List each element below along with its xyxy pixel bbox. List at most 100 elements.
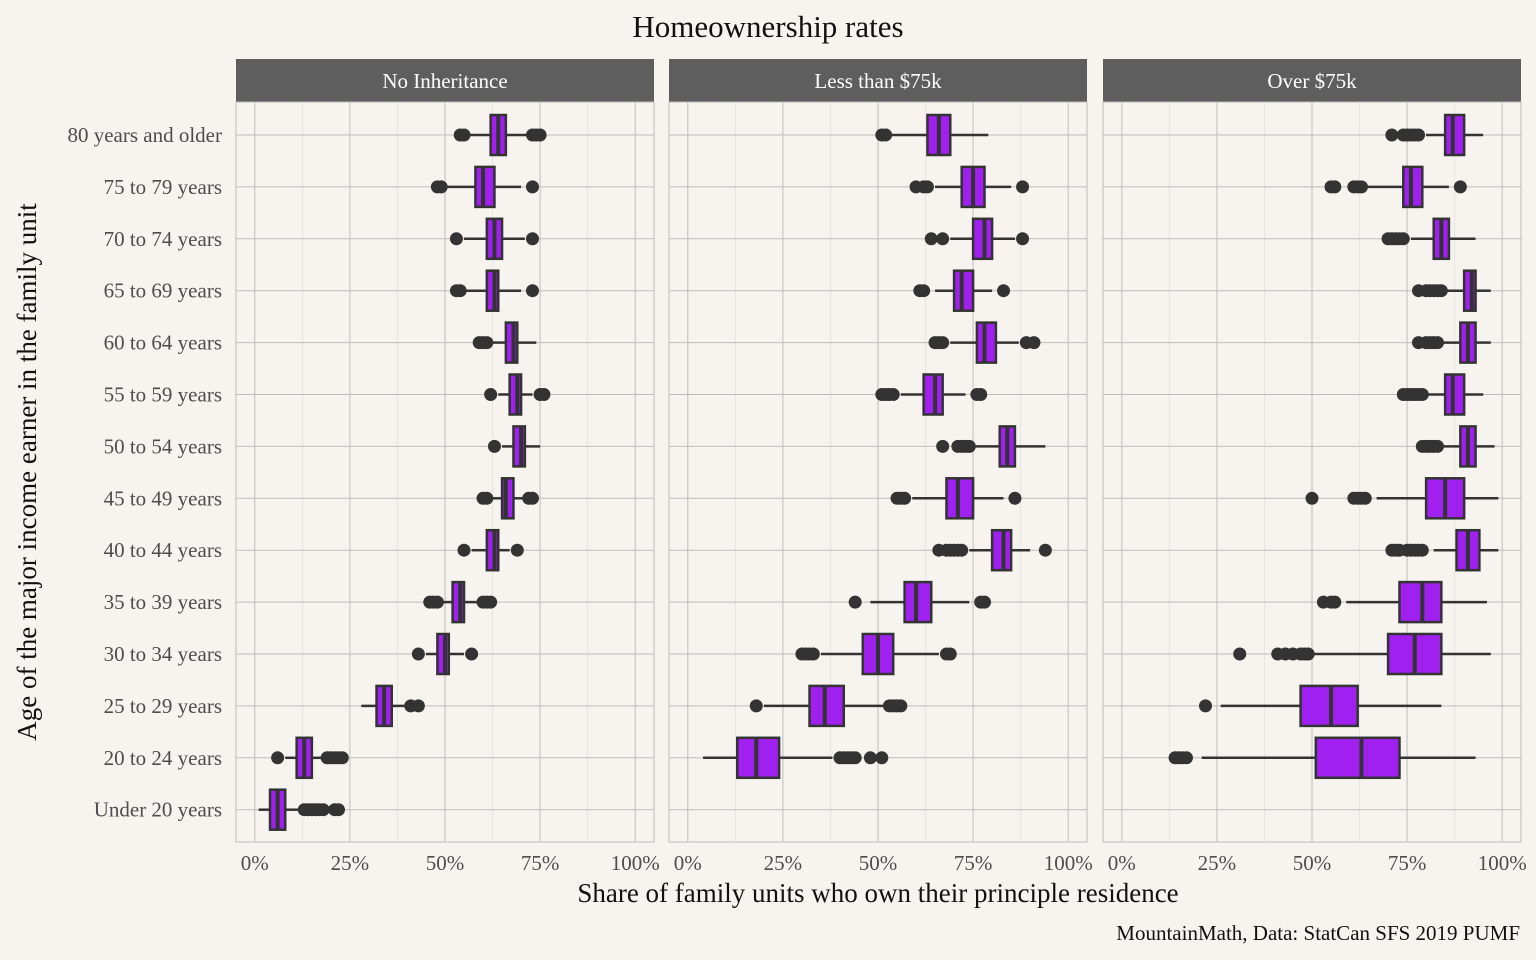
facet-panel: No Inheritance 0% 25% 50% 75% 100% bbox=[235, 59, 660, 875]
outlier-point bbox=[1453, 180, 1467, 194]
outlier-point bbox=[936, 232, 950, 246]
outlier-point bbox=[537, 388, 551, 401]
outlier-point bbox=[1415, 543, 1429, 557]
boxplot-box bbox=[1385, 528, 1499, 572]
boxplot-box bbox=[258, 788, 345, 831]
y-tick-label: 45 to 49 years bbox=[104, 486, 222, 510]
boxplot-box bbox=[749, 684, 908, 728]
y-tick-label: Under 20 years bbox=[94, 798, 222, 822]
facet-strip-label: Over $75k bbox=[1267, 69, 1357, 93]
outlier-point bbox=[1008, 491, 1022, 505]
boxplot-box bbox=[703, 736, 889, 780]
facet-strip-label: No Inheritance bbox=[382, 69, 507, 93]
x-tick-label: 100% bbox=[1478, 851, 1527, 875]
outlier-point bbox=[848, 751, 862, 765]
outlier-point bbox=[1415, 388, 1429, 401]
y-tick-label: 35 to 39 years bbox=[104, 590, 222, 614]
boxplot-box bbox=[1233, 632, 1491, 676]
outlier-point bbox=[1016, 180, 1030, 194]
x-tick-label: 25% bbox=[1198, 851, 1237, 875]
boxplot-box bbox=[1324, 165, 1467, 209]
outlier-point bbox=[484, 595, 498, 609]
outlier-point bbox=[962, 439, 976, 453]
boxplot-box bbox=[411, 632, 479, 676]
boxplot-box bbox=[913, 269, 1011, 312]
boxplot-box bbox=[484, 373, 551, 416]
boxplot-box bbox=[932, 528, 1052, 572]
x-tick-label: 50% bbox=[859, 851, 898, 875]
boxplot-box bbox=[1168, 736, 1476, 780]
facet-strip bbox=[236, 59, 654, 102]
outlier-point bbox=[430, 595, 444, 609]
x-tick-label: 0% bbox=[241, 851, 269, 875]
outlier-point bbox=[1305, 491, 1319, 505]
outlier-point bbox=[1396, 232, 1410, 246]
outlier-point bbox=[997, 284, 1011, 298]
outlier-point bbox=[525, 491, 539, 505]
x-tick-label: 50% bbox=[1293, 851, 1332, 875]
y-tick-label: 80 years and older bbox=[67, 123, 222, 147]
outlier-point bbox=[1233, 647, 1247, 661]
outlier-point bbox=[848, 595, 862, 609]
boxplot-box bbox=[848, 580, 992, 624]
boxplot-box bbox=[449, 269, 539, 312]
outlier-point bbox=[879, 128, 893, 142]
outlier-point bbox=[875, 751, 889, 765]
iqr-box bbox=[1314, 736, 1401, 780]
y-tick-label: 25 to 29 years bbox=[104, 694, 222, 718]
outlier-point bbox=[335, 751, 349, 765]
boxplot-box bbox=[430, 165, 539, 209]
boxplot-box bbox=[924, 217, 1030, 261]
y-axis-title: Age of the major income earner in the fa… bbox=[12, 203, 42, 741]
outlier-point bbox=[1412, 128, 1426, 142]
outlier-point bbox=[480, 336, 494, 350]
boxplot-box bbox=[423, 580, 498, 624]
boxplot-box bbox=[1396, 373, 1484, 416]
boxplot-box bbox=[875, 113, 989, 157]
boxplot-box bbox=[1415, 425, 1495, 468]
outlier-point bbox=[1016, 232, 1030, 246]
outlier-point bbox=[331, 803, 345, 817]
outlier-point bbox=[943, 647, 957, 661]
boxplot-box bbox=[909, 165, 1030, 209]
outlier-point bbox=[1431, 439, 1445, 453]
x-axis-title: Share of family units who own their prin… bbox=[577, 878, 1178, 908]
outlier-point bbox=[955, 543, 969, 557]
x-tick-label: 0% bbox=[674, 851, 702, 875]
boxplot-box bbox=[928, 321, 1041, 364]
boxplot-box bbox=[453, 113, 547, 157]
x-tick-label: 100% bbox=[1044, 851, 1093, 875]
boxplot-box bbox=[795, 632, 957, 676]
outlier-point bbox=[1328, 180, 1342, 194]
outlier-point bbox=[1179, 751, 1193, 765]
outlier-point bbox=[525, 232, 539, 246]
outlier-point bbox=[1328, 595, 1342, 609]
boxplot-box bbox=[487, 425, 541, 468]
outlier-point bbox=[457, 543, 471, 557]
outlier-point bbox=[920, 180, 934, 194]
y-tick-label: 40 to 44 years bbox=[104, 538, 222, 562]
facet-panel: Over $75k 0% 25% 50% 75% 100% bbox=[1102, 59, 1527, 875]
outlier-point bbox=[1385, 128, 1399, 142]
outlier-point bbox=[974, 388, 988, 401]
outlier-point bbox=[449, 232, 463, 246]
outlier-point bbox=[484, 388, 498, 401]
boxplot-box bbox=[875, 373, 988, 416]
outlier-point bbox=[917, 284, 931, 298]
outlier-point bbox=[434, 180, 448, 194]
outlier-point bbox=[936, 439, 950, 453]
outlier-point bbox=[1301, 647, 1315, 661]
boxplot-box bbox=[1305, 477, 1499, 520]
outlier-point bbox=[886, 388, 900, 401]
x-tick-label: 0% bbox=[1108, 851, 1136, 875]
boxplot-box bbox=[271, 736, 349, 780]
outlier-point bbox=[1358, 491, 1372, 505]
outlier-point bbox=[749, 699, 763, 713]
boxplot-box bbox=[472, 321, 537, 364]
x-tick-label: 75% bbox=[521, 851, 560, 875]
outlier-point bbox=[1038, 543, 1052, 557]
outlier-point bbox=[936, 336, 950, 350]
y-tick-label: 75 to 79 years bbox=[104, 175, 222, 199]
boxplot-box bbox=[1198, 684, 1442, 728]
